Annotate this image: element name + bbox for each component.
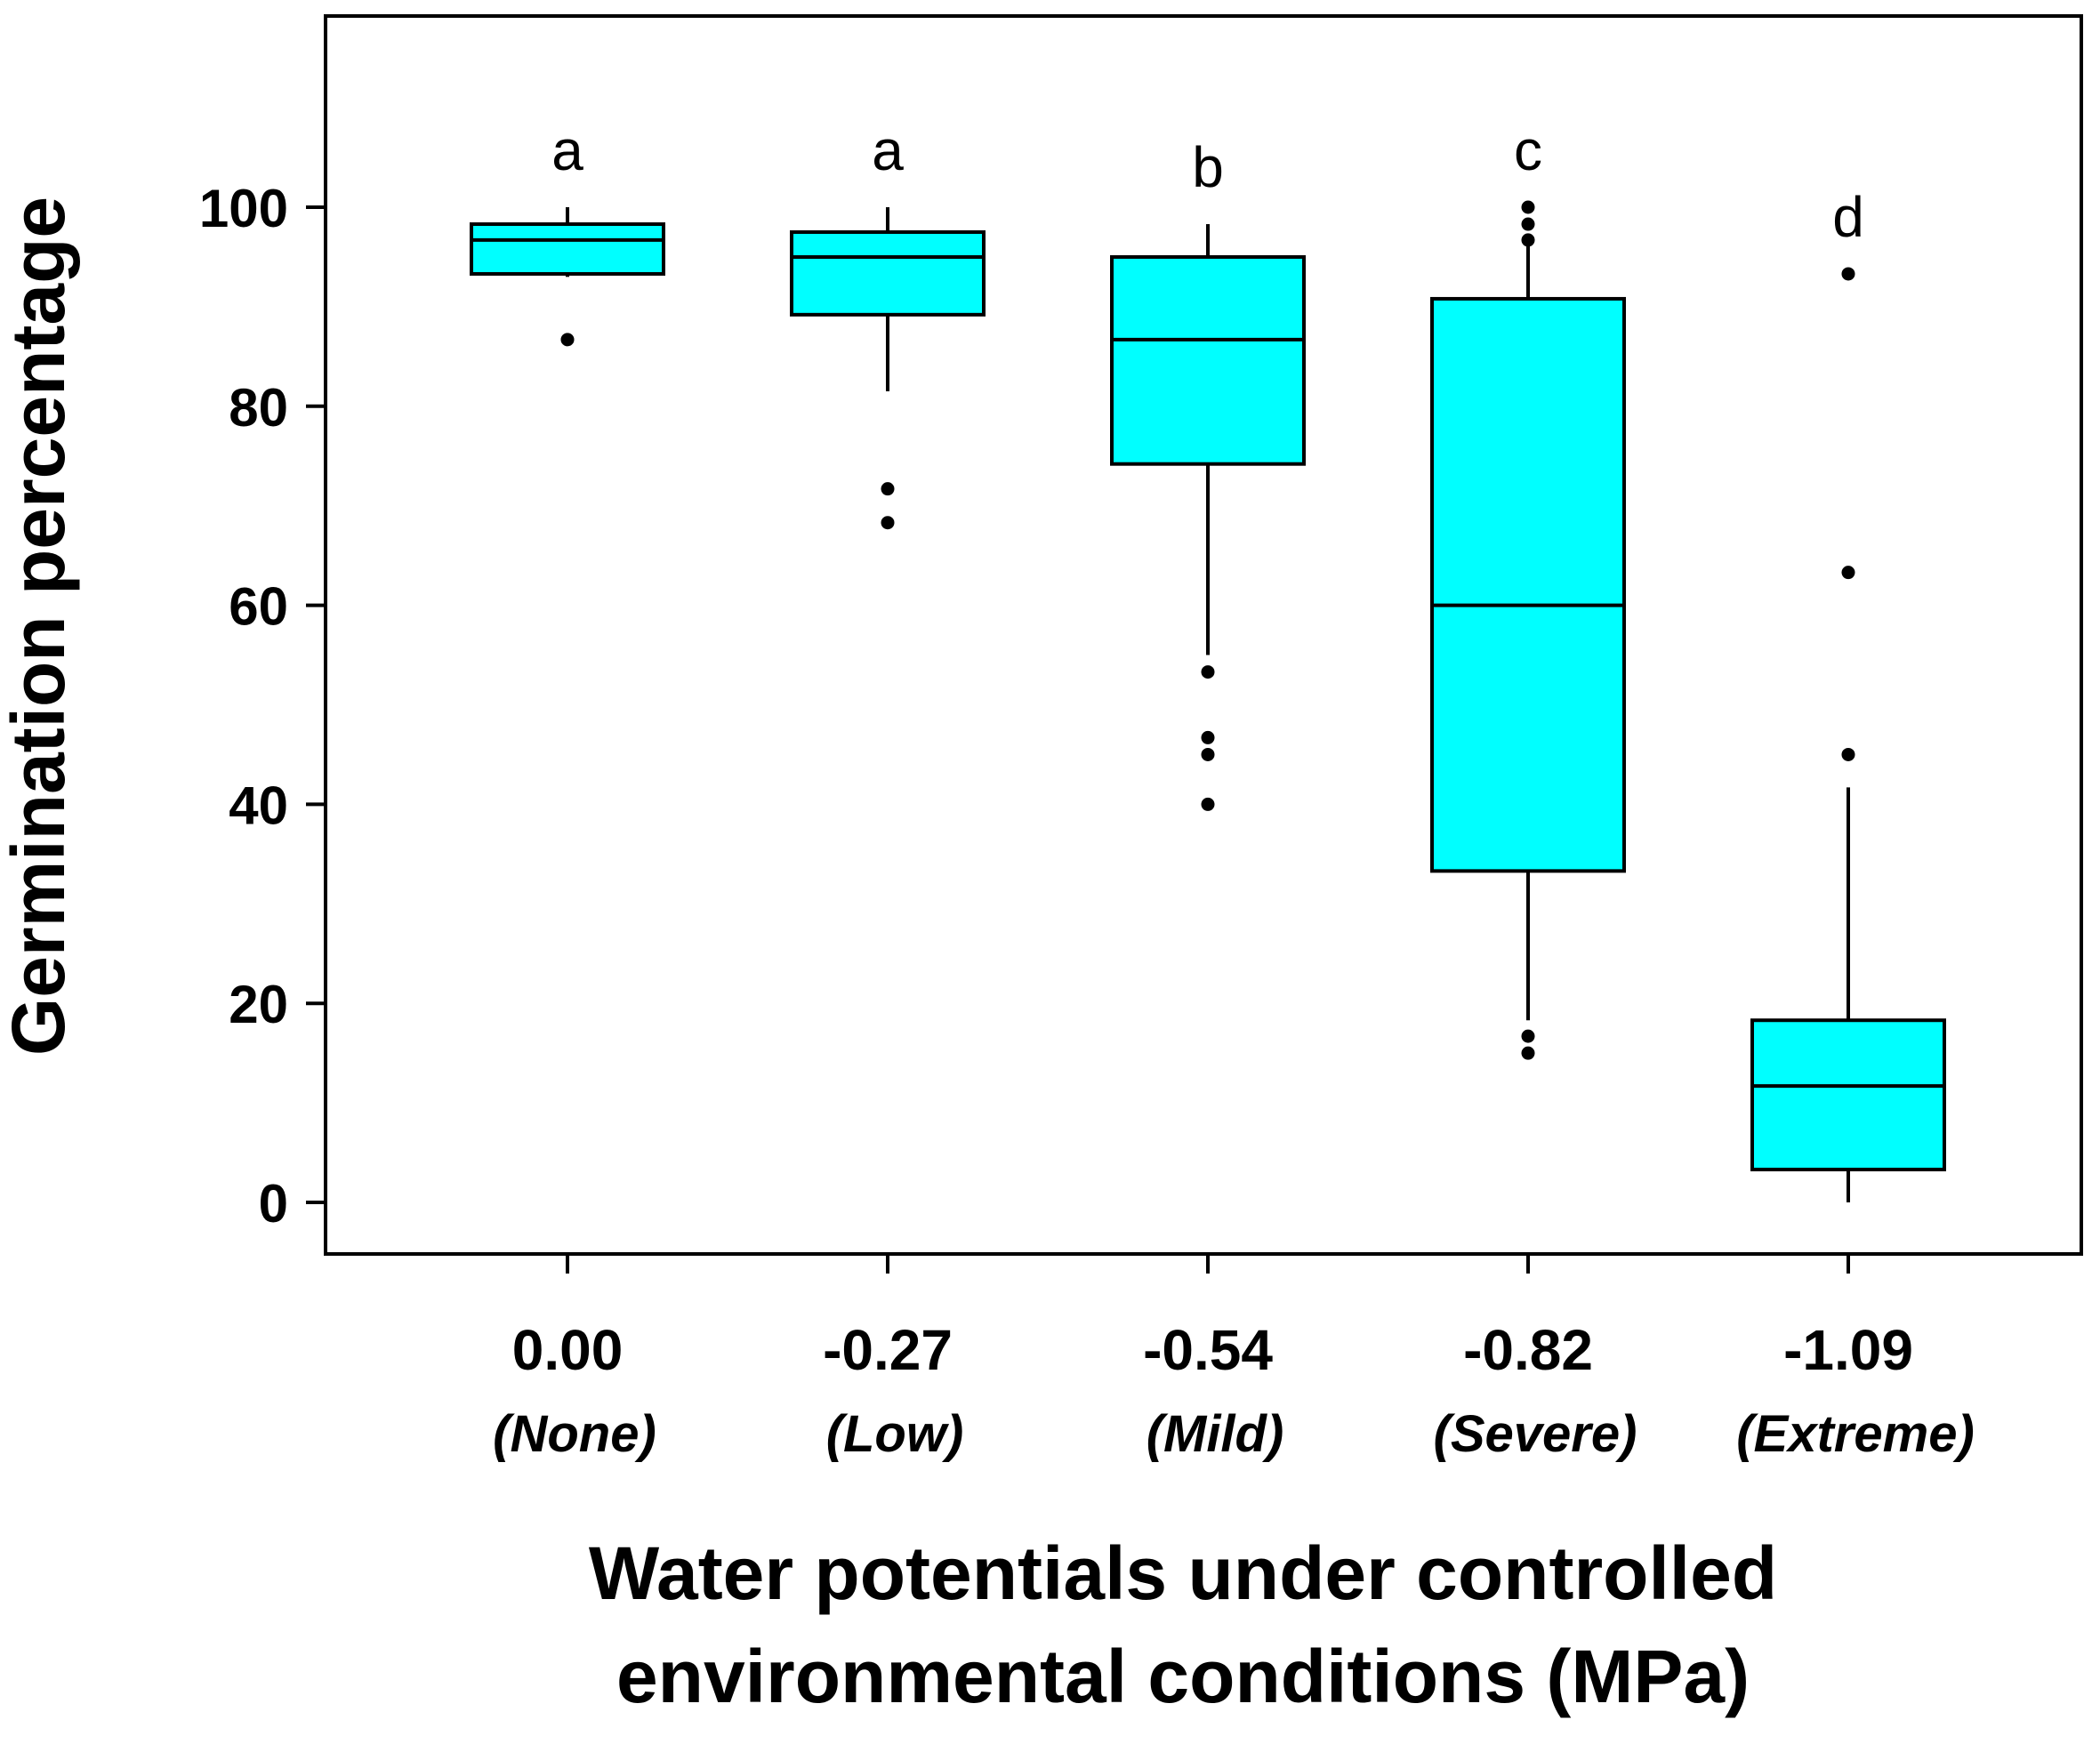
y-axis-title: Germination percentage: [0, 197, 80, 1056]
x-tick-sublabel: (Extreme): [1736, 1405, 1975, 1463]
x-tick-label: -0.82: [1463, 1318, 1593, 1382]
outlier-point: [1201, 747, 1215, 761]
box-group-4: c: [1430, 118, 1626, 1060]
outlier-point: [1841, 267, 1855, 281]
x-tick-label: -0.27: [823, 1318, 953, 1382]
y-tick-label: 40: [229, 776, 288, 835]
y-tick-label: 100: [199, 179, 288, 238]
outlier-point: [1201, 797, 1215, 811]
outlier-point: [1201, 730, 1215, 744]
box-group-3: b: [1110, 135, 1306, 811]
significance-letter: b: [1192, 135, 1224, 199]
iqr-box: [1750, 1018, 1946, 1172]
outlier-point: [1521, 1046, 1535, 1060]
y-tick-label: 60: [229, 577, 288, 637]
y-tick-label: 80: [229, 378, 288, 438]
outlier-point: [1841, 566, 1855, 580]
significance-letter: c: [1514, 118, 1542, 182]
y-tick-label: 0: [259, 1174, 288, 1234]
x-tick-label: 0.00: [512, 1318, 624, 1382]
plot-frame: [324, 14, 2083, 1256]
outlier-point: [1521, 217, 1535, 231]
outlier-point: [881, 482, 895, 496]
outlier-point: [1521, 233, 1535, 247]
x-tick-sublabel: (None): [493, 1405, 656, 1463]
box-group-1: a: [470, 118, 665, 347]
outlier-point: [1841, 747, 1855, 761]
significance-letter: a: [551, 118, 583, 182]
iqr-box: [790, 229, 986, 317]
outlier-point: [560, 333, 575, 347]
iqr-box: [1110, 254, 1306, 466]
iqr-box: [470, 222, 665, 276]
x-tick-label: -0.54: [1143, 1318, 1273, 1382]
y-tick-label: 20: [229, 975, 288, 1034]
box-group-5: d: [1750, 185, 1946, 1202]
x-tick-sublabel: (Severe): [1434, 1405, 1637, 1463]
outlier-point: [881, 516, 895, 530]
x-tick-label: -1.09: [1783, 1318, 1913, 1382]
x-axis-title-line-2: environmental conditions (MPa): [616, 1635, 1750, 1718]
outlier-point: [1201, 665, 1215, 679]
significance-letter: d: [1832, 185, 1864, 249]
box-group-2: a: [790, 118, 986, 530]
x-tick-sublabel: (Low): [826, 1405, 964, 1463]
significance-letter: a: [872, 118, 904, 182]
outlier-point: [1521, 200, 1535, 214]
x-axis-title-line-1: Water potentials under controlled: [589, 1531, 1777, 1615]
outlier-point: [1521, 1029, 1535, 1043]
x-tick-sublabel: (Mild): [1147, 1405, 1284, 1463]
iqr-box: [1430, 296, 1626, 873]
